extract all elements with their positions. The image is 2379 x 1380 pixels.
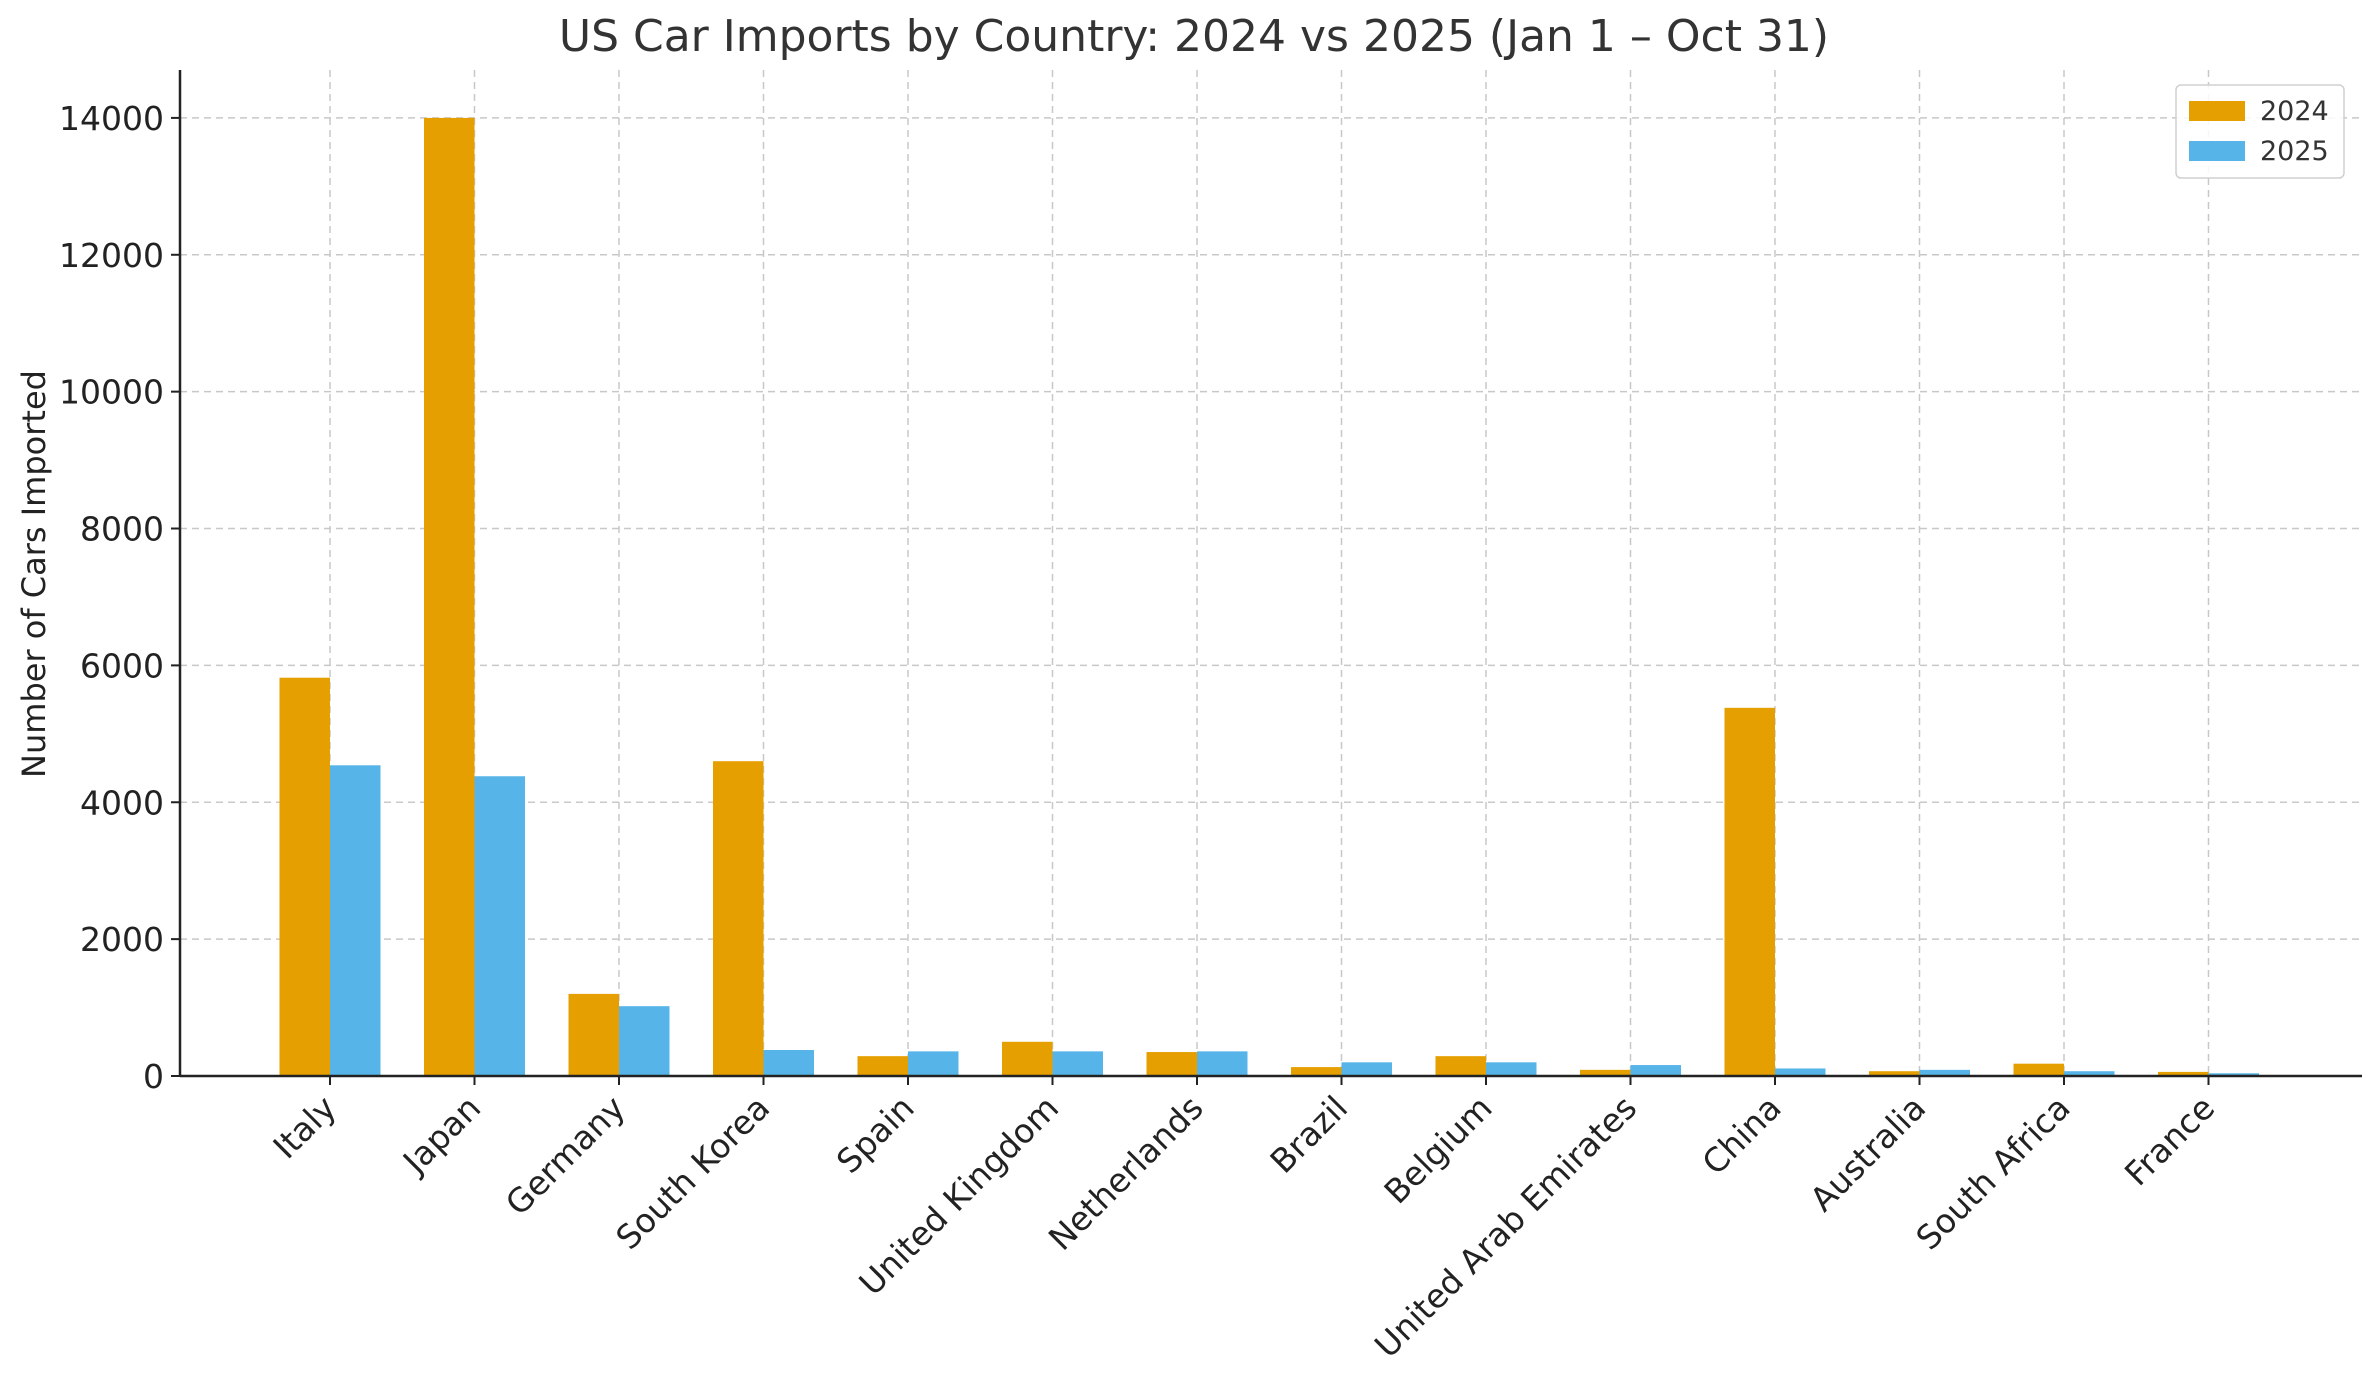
y-tick-label: 8000 <box>80 510 164 549</box>
x-tick-label-south-korea: South Korea <box>608 1088 777 1257</box>
bar-2025-united-arab-emirates[interactable] <box>1630 1065 1682 1076</box>
bar-2025-germany[interactable] <box>619 1006 670 1076</box>
x-tick-label-netherlands: Netherlands <box>1041 1088 1211 1258</box>
x-tick-label-france: France <box>2117 1088 2222 1193</box>
bar-2024-germany[interactable] <box>568 993 620 1076</box>
bar-2024-china[interactable] <box>1724 707 1776 1076</box>
bar-2024-japan[interactable] <box>424 117 475 1076</box>
legend-swatch-2024 <box>2189 101 2245 121</box>
x-tick-label-south-africa: South Africa <box>1908 1088 2077 1257</box>
legend-swatch-2025 <box>2189 141 2245 161</box>
y-tick-label: 2000 <box>80 920 164 959</box>
bar-2025-spain[interactable] <box>908 1051 959 1076</box>
bar-2025-france[interactable] <box>2208 1073 2260 1076</box>
bar-2024-italy[interactable] <box>279 677 331 1076</box>
bar-2024-netherlands[interactable] <box>1146 1052 1198 1076</box>
bar-2024-south-africa[interactable] <box>2013 1063 2065 1076</box>
bar-2024-united-arab-emirates[interactable] <box>1580 1069 1631 1076</box>
bar-2024-south-korea[interactable] <box>713 761 764 1076</box>
bar-2025-brazil[interactable] <box>1341 1062 1393 1076</box>
bar-2025-south-korea[interactable] <box>763 1049 815 1076</box>
bar-2024-france[interactable] <box>2158 1071 2209 1076</box>
bar-2025-united-kingdom[interactable] <box>1052 1051 1104 1076</box>
x-tick-label-brazil: Brazil <box>1262 1088 1355 1181</box>
x-tick-label-italy: Italy <box>265 1088 343 1166</box>
x-tick-label-spain: Spain <box>829 1088 922 1181</box>
axes-layer <box>178 70 2362 1078</box>
legend-label-2024: 2024 <box>2260 96 2329 127</box>
bar-2025-italy[interactable] <box>330 765 381 1076</box>
y-axis-label: Number of Cars Imported <box>15 370 53 778</box>
bars-layer <box>279 117 2260 1076</box>
x-tick-label-japan: Japan <box>394 1088 488 1182</box>
x-tick-label-australia: Australia <box>1802 1088 1933 1219</box>
grid-layer <box>180 70 2362 1077</box>
bar-2024-united-kingdom[interactable] <box>1002 1041 1053 1076</box>
bar-2024-belgium[interactable] <box>1435 1056 1487 1076</box>
y-tick-label: 14000 <box>59 99 164 138</box>
y-tick-label: 6000 <box>80 646 164 685</box>
y-tick-label: 12000 <box>59 236 164 275</box>
bar-2025-australia[interactable] <box>1919 1069 1971 1076</box>
y-ticks: 0 2000 4000 6000 8000 10000 12000 14000 <box>59 99 180 1096</box>
bar-2024-australia[interactable] <box>1869 1071 1920 1076</box>
chart-title: US Car Imports by Country: 2024 vs 2025 … <box>559 11 1829 62</box>
bar-2025-china[interactable] <box>1775 1068 1826 1076</box>
x-tick-label-united-arab-emirates: United Arab Emirates <box>1367 1088 1644 1365</box>
legend-label-2025: 2025 <box>2260 136 2329 167</box>
bar-2024-brazil[interactable] <box>1291 1067 1342 1076</box>
y-tick-label: 4000 <box>80 783 164 822</box>
x-tick-label-germany: Germany <box>498 1088 633 1223</box>
bar-2024-spain[interactable] <box>857 1056 909 1076</box>
bar-2025-japan[interactable] <box>474 776 526 1076</box>
legend[interactable]: 2024 2025 <box>2175 84 2345 179</box>
bar-2025-belgium[interactable] <box>1486 1062 1537 1076</box>
x-tick-label-belgium: Belgium <box>1376 1088 1499 1211</box>
x-tick-label-china: China <box>1694 1088 1788 1182</box>
bar-2025-netherlands[interactable] <box>1197 1051 1248 1076</box>
bar-2025-south-africa[interactable] <box>2064 1071 2115 1076</box>
y-tick-label: 0 <box>143 1057 164 1096</box>
y-tick-label: 10000 <box>59 373 164 412</box>
